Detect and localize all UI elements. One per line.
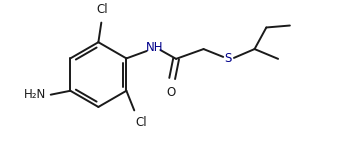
Text: Cl: Cl	[135, 116, 147, 129]
Text: S: S	[224, 52, 232, 65]
Text: H₂N: H₂N	[24, 88, 46, 101]
Text: NH: NH	[146, 41, 163, 54]
Text: O: O	[166, 86, 176, 99]
Text: Cl: Cl	[96, 3, 108, 16]
